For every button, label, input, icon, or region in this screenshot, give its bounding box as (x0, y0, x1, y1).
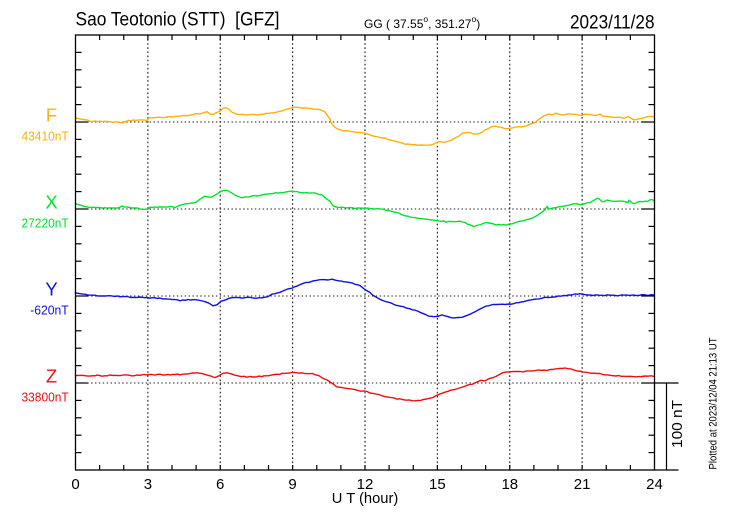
svg-text:Y: Y (45, 278, 57, 299)
svg-text:Z: Z (46, 365, 57, 386)
svg-text:Plotted at 2023/12/04 21:13 UT: Plotted at 2023/12/04 21:13 UT (708, 337, 720, 469)
svg-text:3: 3 (144, 476, 152, 493)
svg-text:100 nT: 100 nT (670, 400, 686, 448)
svg-text:12: 12 (357, 476, 374, 493)
svg-text:15: 15 (429, 476, 446, 493)
svg-text:Sao Teotonio (STT) [GFZ]: Sao Teotonio (STT) [GFZ] (76, 9, 280, 30)
svg-text:U T (hour): U T (hour) (332, 490, 399, 507)
svg-text:24: 24 (646, 476, 663, 493)
svg-text:6: 6 (216, 476, 224, 493)
svg-text:9: 9 (288, 476, 296, 493)
svg-text:-620nT: -620nT (30, 302, 69, 317)
svg-text:X: X (45, 191, 57, 212)
svg-text:21: 21 (574, 476, 591, 493)
svg-text:18: 18 (501, 476, 518, 493)
svg-text:0: 0 (71, 476, 79, 493)
svg-text:F: F (46, 104, 57, 125)
svg-text:2023/11/28: 2023/11/28 (570, 11, 655, 33)
svg-text:43410nT: 43410nT (22, 128, 69, 143)
svg-text:GG ( 37.55o, 351.27o): GG ( 37.55o, 351.27o) (364, 14, 480, 31)
svg-text:33800nT: 33800nT (22, 389, 69, 404)
svg-text:27220nT: 27220nT (22, 215, 69, 230)
